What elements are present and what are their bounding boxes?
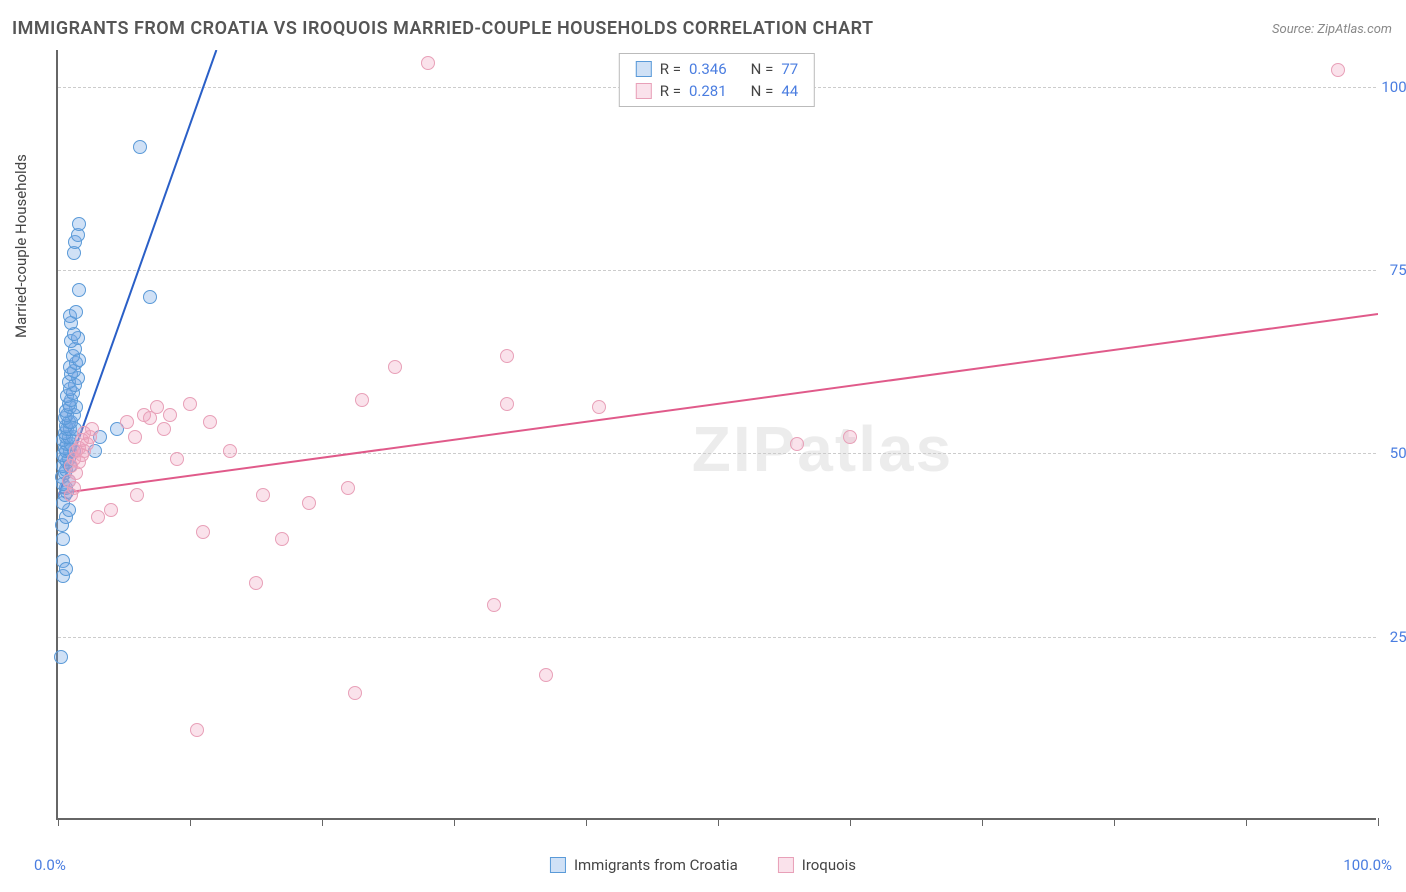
scatter-point xyxy=(196,525,210,539)
x-tick-mark xyxy=(190,818,191,826)
x-tick-mark xyxy=(1246,818,1247,826)
y-tick-label: 75.0% xyxy=(1390,261,1406,279)
scatter-point xyxy=(150,400,164,414)
trendlines-svg xyxy=(58,50,1378,820)
scatter-point xyxy=(104,503,118,517)
legend-r-value: 0.346 xyxy=(689,60,727,78)
scatter-point xyxy=(341,481,355,495)
scatter-point xyxy=(421,56,435,70)
legend-r-value: 0.281 xyxy=(689,82,727,100)
legend-n-label: N = xyxy=(751,60,774,78)
source-label: Source: ZipAtlas.com xyxy=(1272,22,1392,37)
legend-row: R = 0.346 N = 77 xyxy=(636,58,798,80)
scatter-point xyxy=(163,408,177,422)
legend-series: Immigrants from Croatia Iroquois xyxy=(550,856,856,874)
gridline xyxy=(58,453,1376,454)
scatter-point xyxy=(54,650,68,664)
scatter-point xyxy=(85,422,99,436)
scatter-point xyxy=(133,140,147,154)
scatter-point xyxy=(203,415,217,429)
scatter-point xyxy=(275,532,289,546)
x-tick-mark xyxy=(982,818,983,826)
legend-n-label: N = xyxy=(751,82,774,100)
scatter-point xyxy=(249,576,263,590)
x-tick-mark xyxy=(1378,818,1379,826)
scatter-point xyxy=(143,290,157,304)
scatter-point xyxy=(120,415,134,429)
scatter-point xyxy=(157,422,171,436)
x-tick-mark xyxy=(454,818,455,826)
x-tick-mark xyxy=(322,818,323,826)
legend-correlation-box: R = 0.346 N = 77 R = 0.281 N = 44 xyxy=(619,53,815,107)
legend-square-icon xyxy=(550,857,566,873)
y-tick-label: 50.0% xyxy=(1390,444,1406,462)
scatter-point xyxy=(170,452,184,466)
scatter-point xyxy=(388,360,402,374)
x-tick-mark xyxy=(58,818,59,826)
legend-item-label: Immigrants from Croatia xyxy=(574,856,738,874)
scatter-point xyxy=(348,686,362,700)
watermark: ZIPatlas xyxy=(692,412,953,486)
scatter-point xyxy=(790,437,804,451)
x-tick-mark xyxy=(1114,818,1115,826)
chart-title: IMMIGRANTS FROM CROATIA VS IROQUOIS MARR… xyxy=(12,18,874,39)
scatter-point xyxy=(355,393,369,407)
legend-item: Immigrants from Croatia xyxy=(550,856,738,874)
y-tick-label: 100.0% xyxy=(1381,78,1406,96)
legend-square-icon xyxy=(636,61,652,77)
x-axis-max-label: 100.0% xyxy=(1343,856,1392,874)
scatter-point xyxy=(72,283,86,297)
scatter-point xyxy=(130,488,144,502)
scatter-point xyxy=(539,668,553,682)
y-tick-label: 25.0% xyxy=(1390,628,1406,646)
scatter-point xyxy=(592,400,606,414)
x-tick-mark xyxy=(850,818,851,826)
scatter-point xyxy=(843,430,857,444)
scatter-point xyxy=(302,496,316,510)
legend-row: R = 0.281 N = 44 xyxy=(636,80,798,102)
gridline xyxy=(58,637,1376,638)
legend-n-value: 44 xyxy=(781,82,798,100)
scatter-point xyxy=(128,430,142,444)
plot-area: ZIPatlas R = 0.346 N = 77 R = 0.281 N = … xyxy=(56,50,1376,820)
x-tick-mark xyxy=(718,818,719,826)
legend-square-icon xyxy=(778,857,794,873)
scatter-point xyxy=(183,397,197,411)
trendline xyxy=(58,314,1378,494)
scatter-point xyxy=(223,444,237,458)
chart-container: IMMIGRANTS FROM CROATIA VS IROQUOIS MARR… xyxy=(0,0,1406,892)
scatter-point xyxy=(59,562,73,576)
scatter-point xyxy=(256,488,270,502)
y-axis-title: Married-couple Households xyxy=(12,154,30,338)
scatter-point xyxy=(500,397,514,411)
gridline xyxy=(58,270,1376,271)
scatter-point xyxy=(56,532,70,546)
legend-r-label: R = xyxy=(660,60,681,78)
scatter-point xyxy=(190,723,204,737)
x-tick-mark xyxy=(586,818,587,826)
scatter-point xyxy=(72,217,86,231)
legend-n-value: 77 xyxy=(781,60,798,78)
scatter-point xyxy=(500,349,514,363)
scatter-point xyxy=(69,305,83,319)
legend-r-label: R = xyxy=(660,82,681,100)
legend-square-icon xyxy=(636,83,652,99)
scatter-point xyxy=(1331,63,1345,77)
legend-item: Iroquois xyxy=(778,856,856,874)
x-axis-min-label: 0.0% xyxy=(34,856,66,874)
scatter-point xyxy=(487,598,501,612)
legend-item-label: Iroquois xyxy=(802,856,856,874)
scatter-point xyxy=(91,510,105,524)
